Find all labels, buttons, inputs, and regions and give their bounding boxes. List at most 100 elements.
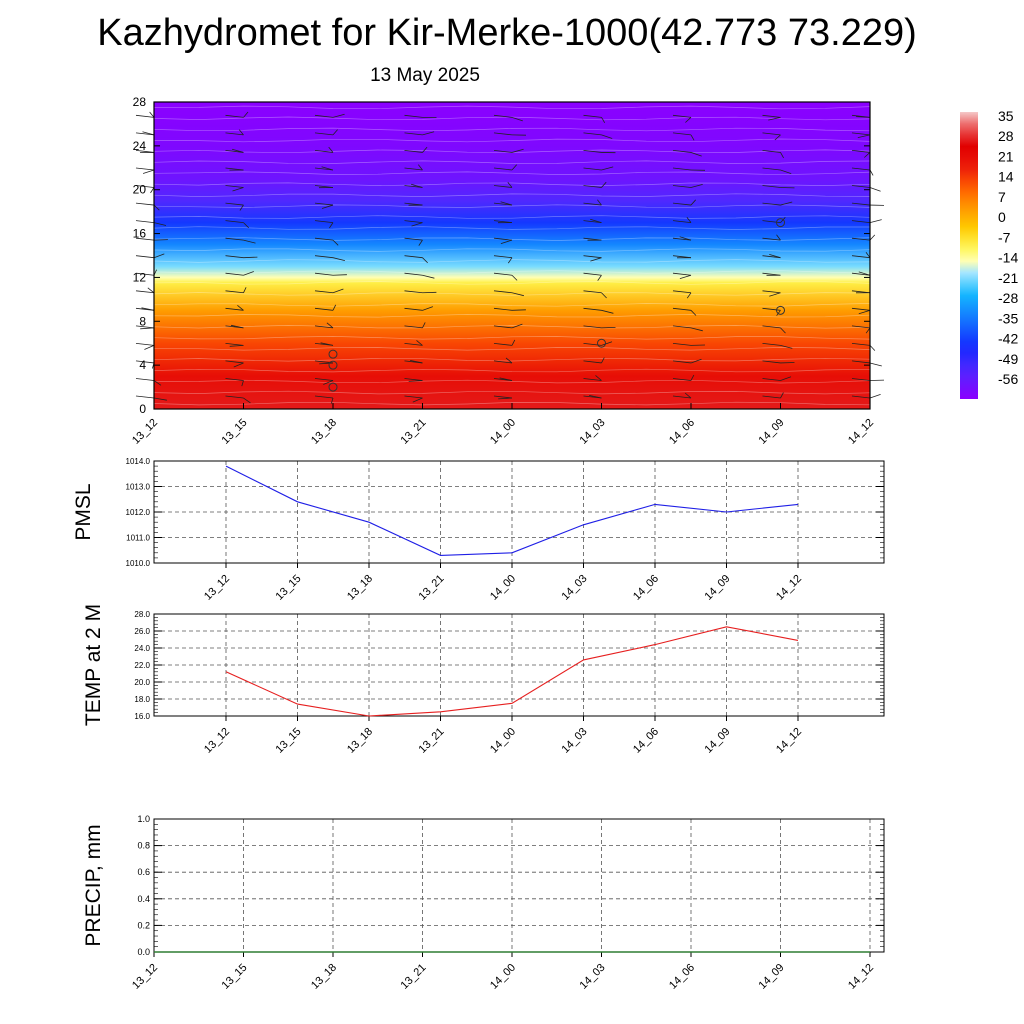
colorbar-label: 28 xyxy=(998,128,1014,144)
wind-barb xyxy=(408,380,423,382)
wind-barb xyxy=(672,167,692,171)
wind-barb xyxy=(243,111,249,118)
wind-barb xyxy=(225,185,244,188)
x-tick-label: 14_00 xyxy=(488,726,518,756)
wind-barb xyxy=(493,360,513,364)
wind-barb xyxy=(601,341,613,346)
colorbar-label: -42 xyxy=(998,331,1018,347)
wind-barb xyxy=(762,202,781,206)
contour-line xyxy=(153,281,871,285)
colorbar-label: 35 xyxy=(998,108,1014,124)
wind-barb xyxy=(762,237,781,241)
y-tick-label: 22.0 xyxy=(134,661,150,670)
pmsl-panel: 1010.0 1011.0 1012.0 1013.0 1014.0 13_12 13_15… xyxy=(72,457,885,603)
wind-barb xyxy=(135,132,155,136)
wind-barb xyxy=(493,378,513,381)
contour-line xyxy=(153,215,871,219)
wind-barb xyxy=(135,167,155,171)
wind-barb xyxy=(404,202,423,206)
x-tick-label: 14_06 xyxy=(667,417,697,447)
wind-barb xyxy=(493,167,513,171)
x-tick-label: 13_15 xyxy=(274,573,304,603)
wind-barb xyxy=(869,234,876,241)
contour-line xyxy=(153,160,871,164)
wind-barb xyxy=(583,237,602,241)
contour-line xyxy=(153,336,871,340)
wind-barb xyxy=(422,274,435,279)
x-tick-label: 14_00 xyxy=(488,573,518,603)
x-tick-label: 13_21 xyxy=(399,962,429,992)
wind-barb xyxy=(422,306,434,311)
contour-line xyxy=(153,357,871,362)
wind-barb xyxy=(511,164,517,171)
wind-barb xyxy=(780,201,793,206)
x-tick-label: 13_15 xyxy=(220,417,250,447)
wind-barb xyxy=(780,376,792,381)
chart-title: Kazhydromet for Kir-Merke-1000(42.773 73… xyxy=(97,12,917,54)
y-tick-label: 28.0 xyxy=(134,610,150,619)
wind-barb xyxy=(493,150,513,153)
contour-line xyxy=(154,347,871,351)
wind-barb xyxy=(590,257,602,262)
contour-line xyxy=(153,182,871,186)
wind-barb xyxy=(314,395,334,399)
wind-barb xyxy=(851,255,871,259)
x-tick-label: 14_09 xyxy=(703,726,733,756)
wind-barb xyxy=(672,378,692,381)
x-tick-label: 14_06 xyxy=(667,962,697,992)
wind-barb xyxy=(314,185,334,188)
wind-barb xyxy=(237,304,244,311)
colorbar: 35 28 21 14 7 0 -7 -14 -21 -28 -35 -42 -49 -56 xyxy=(960,108,1018,399)
wind-barb xyxy=(321,204,334,209)
calm-circle-marker xyxy=(328,360,338,370)
wind-barb xyxy=(314,272,334,276)
wind-barb xyxy=(493,272,513,276)
wind-barb xyxy=(147,287,155,294)
wind-barb xyxy=(140,327,155,330)
wind-barb xyxy=(412,397,423,403)
wind-barb xyxy=(404,360,423,364)
wind-barb xyxy=(418,239,423,246)
wind-barb xyxy=(511,309,526,311)
wind-barb xyxy=(135,290,155,294)
colorbar-label: -21 xyxy=(998,270,1018,286)
y-tick-label: 1011.0 xyxy=(126,534,150,543)
wind-barb xyxy=(314,325,334,329)
wind-barb xyxy=(601,166,614,171)
wind-barb xyxy=(762,220,781,224)
wind-barb xyxy=(851,272,871,276)
wind-barb xyxy=(762,272,781,276)
wind-barb xyxy=(225,202,244,206)
wind-barb xyxy=(851,325,871,329)
wind-barb xyxy=(690,327,703,332)
wind-barb xyxy=(404,395,423,399)
wind-barb xyxy=(865,252,871,258)
wind-barb xyxy=(690,134,695,141)
wind-barb xyxy=(857,134,871,138)
wind-barb xyxy=(153,253,165,259)
wind-barb xyxy=(672,272,692,276)
contour-line xyxy=(153,270,871,274)
temp-panel: 16.0 18.0 20.0 22.0 24.0 26.0 28.0 13_12 13_15 13… xyxy=(82,604,885,756)
wind-barb xyxy=(225,290,244,294)
wind-barb xyxy=(329,222,334,229)
x-tick-label: 14_03 xyxy=(560,573,590,603)
wind-barb xyxy=(225,272,244,276)
wind-barb xyxy=(762,343,781,346)
wind-barb xyxy=(243,271,254,276)
wind-barb xyxy=(851,150,871,153)
contour-line xyxy=(153,303,871,307)
wind-barb xyxy=(851,395,871,399)
panel-frame xyxy=(153,818,885,953)
wind-barb xyxy=(583,272,602,276)
wind-barb xyxy=(672,237,692,241)
wind-barb xyxy=(583,360,602,364)
wind-barb xyxy=(601,357,605,364)
y-tick-label: 16.0 xyxy=(134,712,150,721)
wind-barb xyxy=(672,202,692,206)
wind-barb xyxy=(672,220,692,224)
y-tick-label: 26.0 xyxy=(134,627,150,636)
wind-barb xyxy=(583,167,602,171)
wind-barb xyxy=(225,360,244,364)
